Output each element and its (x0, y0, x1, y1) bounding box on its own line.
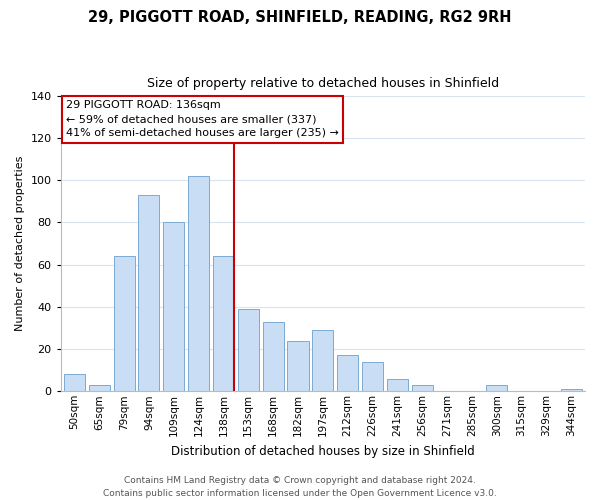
X-axis label: Distribution of detached houses by size in Shinfield: Distribution of detached houses by size … (171, 444, 475, 458)
Text: 29, PIGGOTT ROAD, SHINFIELD, READING, RG2 9RH: 29, PIGGOTT ROAD, SHINFIELD, READING, RG… (88, 10, 512, 25)
Bar (188, 176, 209, 392)
Y-axis label: Number of detached properties: Number of detached properties (15, 156, 25, 331)
Text: Contains HM Land Registry data © Crown copyright and database right 2024.
Contai: Contains HM Land Registry data © Crown c… (103, 476, 497, 498)
Text: 29 PIGGOTT ROAD: 136sqm
← 59% of detached houses are smaller (337)
41% of semi-d: 29 PIGGOTT ROAD: 136sqm ← 59% of detache… (66, 100, 339, 138)
Bar (387, 378, 408, 392)
Bar (263, 322, 284, 392)
Bar (412, 385, 433, 392)
Title: Size of property relative to detached houses in Shinfield: Size of property relative to detached ho… (147, 78, 499, 90)
Bar (89, 385, 110, 392)
Bar (486, 385, 508, 392)
Bar (238, 309, 259, 392)
Bar (312, 330, 334, 392)
Bar (287, 340, 308, 392)
Bar (362, 362, 383, 392)
Bar (213, 256, 234, 392)
Bar (337, 356, 358, 392)
Bar (163, 222, 184, 392)
Bar (139, 195, 160, 392)
Bar (113, 256, 134, 392)
Bar (64, 374, 85, 392)
Bar (561, 389, 582, 392)
